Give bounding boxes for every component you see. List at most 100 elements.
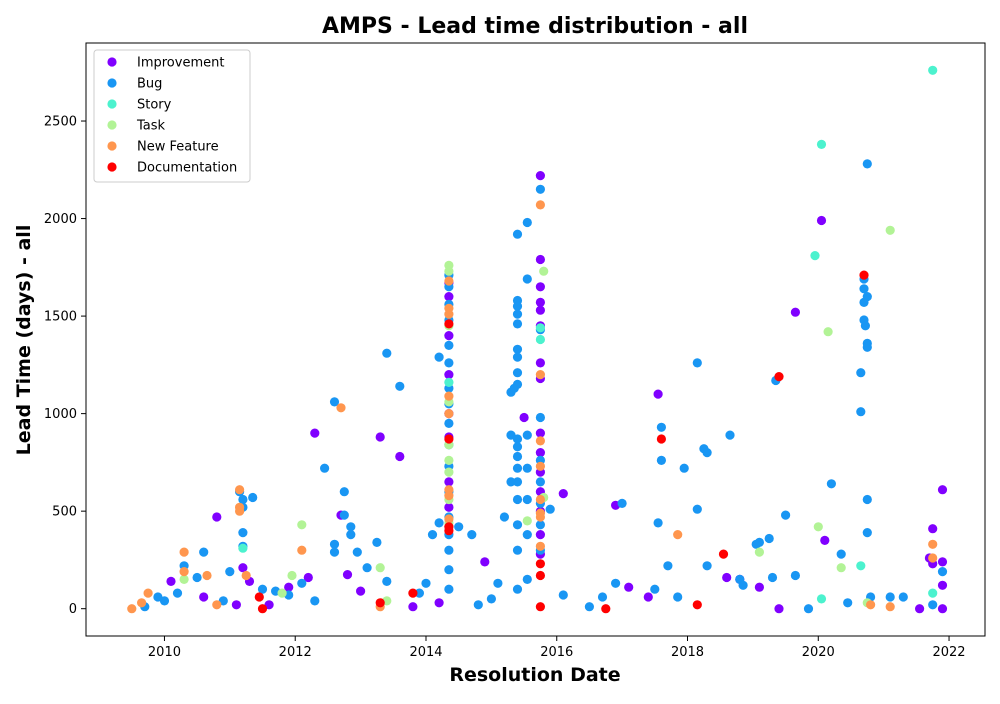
point-improvement-27	[535, 171, 546, 181]
point-story-2	[535, 323, 546, 333]
x-tick-label: 2014	[409, 645, 442, 660]
legend-label: Improvement	[137, 56, 224, 71]
point-task-1	[277, 588, 287, 598]
point-new-feature-30	[673, 530, 683, 540]
point-bug-62	[499, 512, 509, 522]
point-bug-88	[522, 463, 532, 473]
point-story-4	[810, 251, 820, 261]
point-improvement-23	[444, 477, 454, 487]
point-bug-75	[512, 379, 523, 389]
point-new-feature-18	[444, 409, 454, 419]
point-improvement-61	[937, 604, 948, 614]
point-bug-126	[781, 510, 791, 520]
point-new-feature-1	[137, 598, 147, 608]
point-documentation-14	[718, 549, 729, 559]
point-improvement-45	[643, 592, 653, 602]
point-improvement-28	[535, 254, 546, 265]
point-improvement-9	[310, 428, 320, 438]
point-improvement-12	[356, 586, 366, 596]
y-tick-label: 1000	[44, 407, 77, 422]
point-documentation-11	[601, 604, 611, 614]
point-bug-101	[558, 590, 568, 600]
point-improvement-31	[535, 305, 546, 315]
point-improvement-0	[166, 576, 176, 587]
point-bug-108	[656, 422, 667, 432]
point-improvement-19	[444, 331, 454, 341]
point-bug-20	[320, 463, 330, 473]
point-improvement-20	[444, 370, 454, 380]
point-bug-57	[454, 522, 464, 532]
point-bug-60	[486, 594, 496, 604]
point-bug-130	[836, 549, 846, 559]
point-bug-143	[862, 494, 872, 505]
point-bug-96	[535, 477, 546, 487]
point-bug-81	[512, 494, 523, 505]
point-improvement-4	[238, 563, 248, 573]
points-layer	[127, 65, 948, 614]
point-task-20	[823, 327, 833, 337]
point-improvement-49	[754, 582, 765, 592]
point-story-9	[928, 588, 938, 598]
point-new-feature-17	[444, 391, 454, 401]
y-tick-label: 2000	[44, 212, 77, 227]
point-bug-69	[512, 301, 523, 311]
point-bug-56	[444, 584, 454, 594]
point-new-feature-16	[444, 309, 454, 319]
point-improvement-1	[199, 592, 209, 602]
point-bug-71	[512, 319, 523, 329]
point-improvement-44	[624, 582, 634, 592]
y-tick-label: 1500	[44, 310, 77, 325]
point-new-feature-25	[535, 461, 546, 471]
x-tick-label: 2010	[148, 645, 181, 660]
point-new-feature-0	[127, 604, 137, 614]
point-new-feature-6	[212, 600, 222, 610]
chart-title: AMPS - Lead time distribution - all	[322, 14, 748, 39]
point-improvement-7	[284, 582, 294, 592]
point-bug-124	[767, 572, 778, 583]
point-documentation-1	[257, 604, 268, 614]
point-bug-104	[611, 578, 621, 588]
point-bug-18	[297, 578, 307, 588]
point-improvement-54	[915, 604, 925, 614]
legend-box	[93, 49, 251, 183]
point-bug-29	[362, 563, 372, 573]
point-bug-23	[329, 547, 340, 557]
point-documentation-4	[444, 319, 454, 329]
point-improvement-2	[212, 512, 222, 522]
point-bug-86	[522, 274, 532, 284]
point-task-18	[754, 547, 765, 557]
point-bug-70	[512, 309, 523, 319]
x-tick-label: 2020	[802, 645, 835, 660]
point-improvement-13	[375, 432, 385, 442]
legend-label: Task	[136, 119, 166, 134]
point-bug-146	[885, 592, 895, 602]
point-documentation-9	[535, 570, 546, 581]
point-new-feature-24	[535, 436, 546, 446]
point-bug-80	[512, 477, 523, 487]
point-improvement-8	[303, 572, 313, 583]
point-bug-54	[444, 545, 454, 555]
y-tick-label: 0	[69, 602, 77, 617]
point-bug-24	[339, 487, 349, 497]
legend-marker	[107, 78, 117, 88]
point-bug-107	[653, 518, 663, 528]
point-documentation-16	[859, 270, 869, 280]
legend-label: New Feature	[137, 140, 219, 155]
point-bug-22	[329, 539, 340, 549]
point-bug-36	[427, 530, 438, 540]
point-improvement-3	[231, 600, 241, 610]
point-bug-139	[862, 159, 872, 169]
point-improvement-30	[535, 297, 546, 307]
point-bug-32	[382, 576, 392, 587]
point-bug-58	[467, 530, 477, 540]
point-improvement-14	[395, 451, 405, 462]
point-task-2	[287, 570, 297, 581]
point-new-feature-26	[535, 494, 546, 505]
point-bug-12	[238, 528, 248, 538]
point-new-feature-33	[928, 539, 938, 549]
point-documentation-2	[375, 598, 385, 608]
point-bug-138	[860, 321, 871, 331]
point-documentation-8	[535, 559, 546, 569]
legend-marker	[107, 141, 117, 151]
point-new-feature-32	[885, 602, 895, 612]
